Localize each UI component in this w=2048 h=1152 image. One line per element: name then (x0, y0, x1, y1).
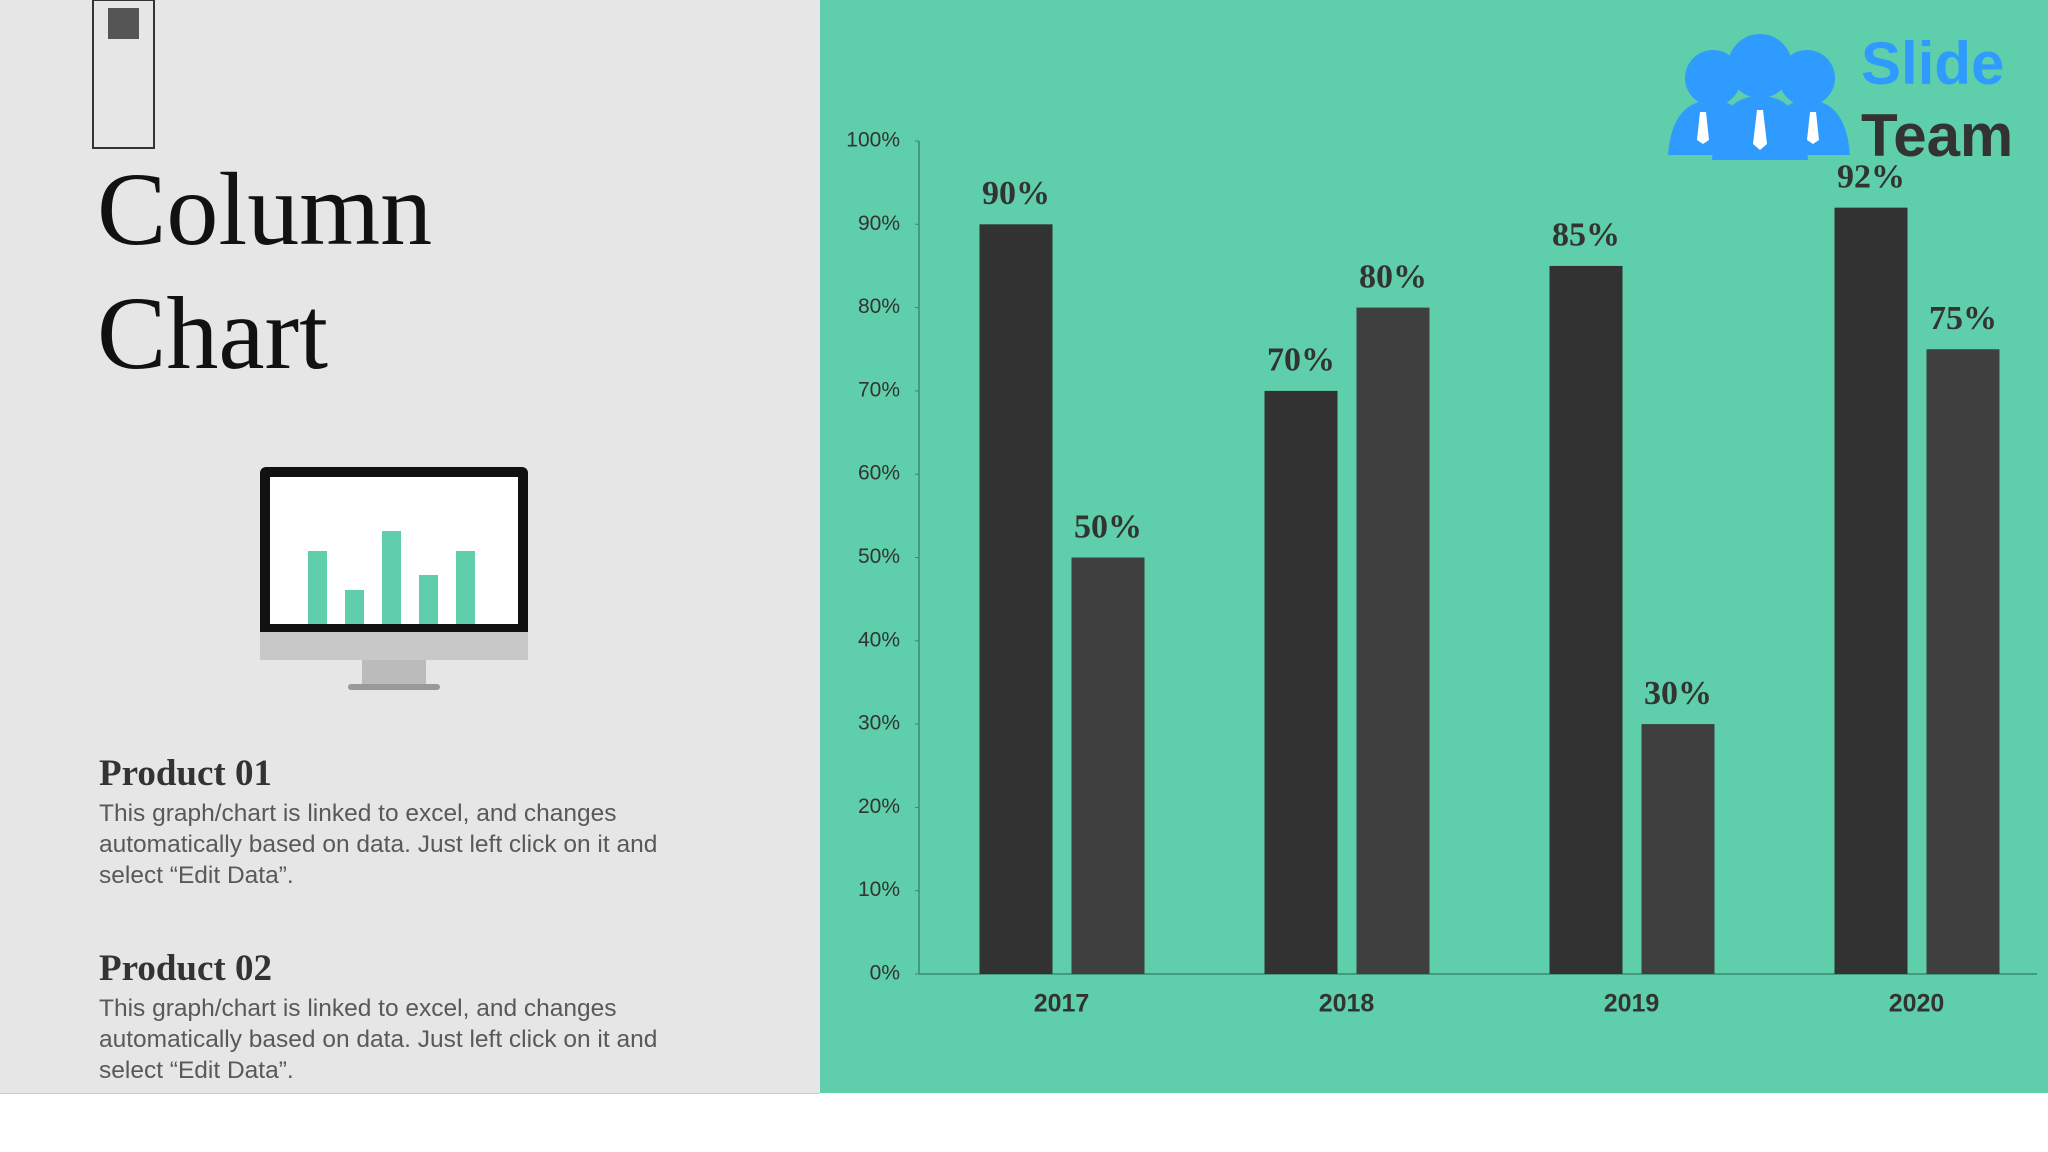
logo-icon (1668, 34, 1850, 160)
product-text: This graph/chart is linked to excel, and… (99, 800, 658, 889)
x-tick-label: 2017 (1034, 990, 1090, 1018)
x-tick-label: 2019 (1604, 990, 1660, 1018)
value-label: 92% (1837, 158, 1905, 195)
x-tick-label: 2018 (1319, 990, 1375, 1018)
y-tick-label: 40% (858, 628, 900, 651)
bar (1834, 207, 1908, 974)
product-text: This graph/chart is linked to excel, and… (99, 995, 658, 1084)
y-tick-label: 10% (858, 878, 900, 901)
y-tick-label: 0% (870, 962, 900, 985)
bar (1264, 390, 1338, 974)
y-tick-label: 100% (846, 129, 900, 152)
value-label: 30% (1644, 675, 1712, 712)
product-heading: Product 01 (99, 753, 273, 794)
logo-text: Slide (1861, 30, 2004, 97)
bar (1071, 557, 1145, 974)
y-tick-label: 80% (858, 295, 900, 318)
y-tick-label: 30% (858, 712, 900, 735)
monitor-icon (260, 467, 528, 690)
value-label: 50% (1074, 508, 1142, 545)
page-title: Column Chart (97, 152, 433, 391)
bar (1356, 307, 1430, 975)
decor-square (108, 8, 139, 39)
bar (1641, 724, 1715, 974)
value-label: 90% (982, 175, 1050, 212)
value-label: 70% (1267, 342, 1335, 379)
bar (1549, 265, 1623, 974)
y-tick-label: 70% (858, 378, 900, 401)
bar (1926, 349, 2000, 974)
y-tick-label: 50% (858, 545, 900, 568)
y-tick-label: 90% (858, 212, 900, 235)
decor-frame (92, 0, 155, 149)
value-label: 80% (1359, 258, 1427, 295)
logo-text: Team (1861, 102, 2013, 169)
value-label: 75% (1929, 300, 1997, 337)
left-panel: Column Chart Product 01 This graph/chart… (0, 0, 820, 1094)
product-heading: Product 02 (99, 948, 273, 989)
y-tick-label: 60% (858, 462, 900, 485)
bar (979, 224, 1053, 975)
x-tick-label: 2020 (1889, 990, 1945, 1018)
y-tick-label: 20% (858, 795, 900, 818)
value-label: 85% (1552, 217, 1620, 254)
